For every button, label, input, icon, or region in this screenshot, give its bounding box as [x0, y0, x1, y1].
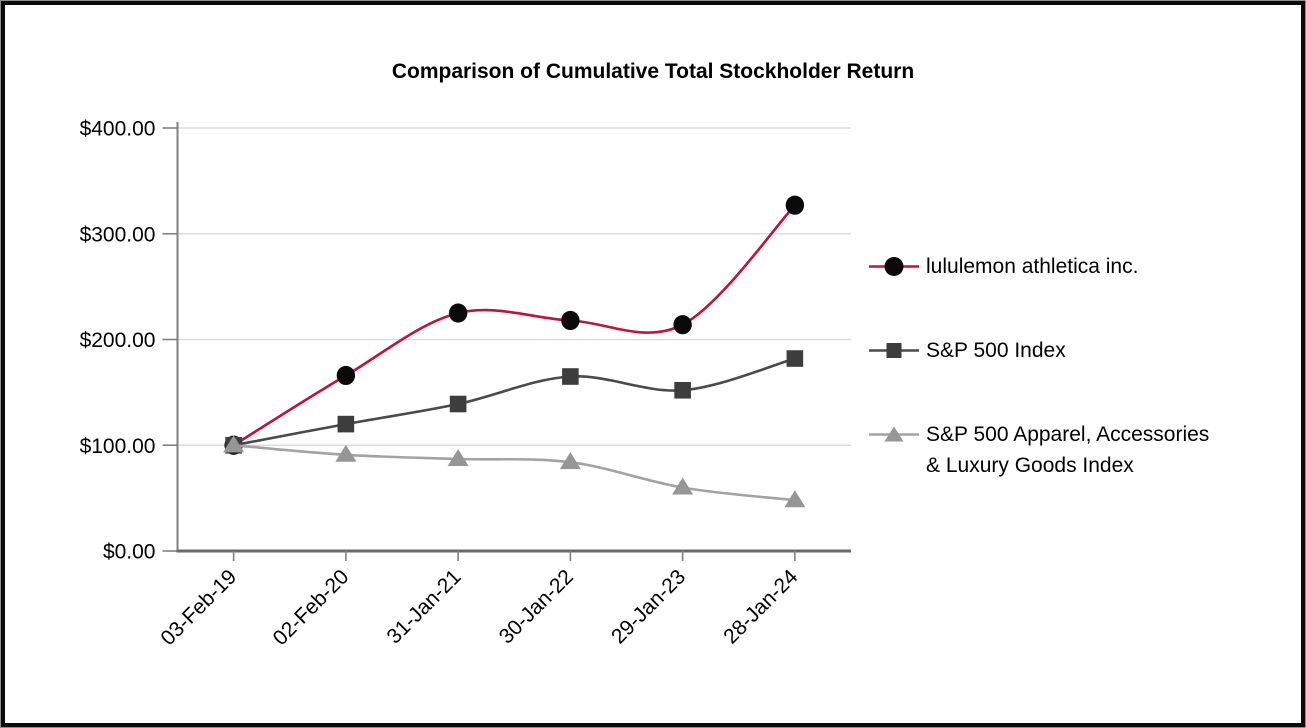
chart-title: Comparison of Cumulative Total Stockhold…: [391, 60, 915, 83]
legend-item-0: lululemon athletica inc.: [869, 251, 1209, 282]
data-point-triangle-marker-series-2: [559, 452, 581, 470]
data-point-circle-marker-series-0: [785, 195, 805, 215]
data-point-circle-marker-series-0: [561, 310, 580, 331]
x-tick-label: 28-Jan-24: [719, 565, 802, 648]
triangle-legend-marker-icon: [869, 426, 919, 442]
legend-item-2: S&P 500 Apparel, Accessories & Luxury Goo…: [869, 419, 1209, 481]
legend-label-line: & Luxury Goods Index: [926, 454, 1134, 477]
legend-item-label: S&P 500 Apparel, Accessories & Luxury Goo…: [926, 419, 1209, 481]
series-line-0: [232, 204, 796, 447]
x-tick-label: 30-Jan-22: [495, 565, 578, 648]
x-tick-label: 29-Jan-23: [607, 565, 690, 648]
series-line-1: [233, 357, 796, 447]
square-legend-marker-icon: [869, 343, 919, 358]
y-tick-label: $400.00: [80, 118, 156, 141]
legend-item-label: S&P 500 Index: [926, 335, 1066, 366]
x-tick-label: 03-Feb-19: [156, 565, 241, 650]
series-line-2: [233, 444, 796, 502]
data-point-square-marker-series-1: [449, 395, 467, 413]
data-point-square-marker-series-1: [786, 350, 804, 367]
x-tick-label: 31-Jan-21: [383, 565, 466, 648]
legend-label-line: S&P 500 Index: [926, 339, 1066, 362]
data-point-triangle-marker-series-2: [672, 477, 694, 495]
data-point-triangle-marker-series-2: [335, 444, 357, 462]
data-point-circle-marker-series-0: [448, 303, 468, 323]
data-point-square-marker-series-1: [562, 368, 579, 385]
data-point-triangle-marker-series-2: [447, 448, 469, 466]
y-tick-label: $200.00: [80, 329, 156, 352]
legend-label-line: lululemon athletica inc.: [926, 255, 1139, 278]
legend-item-label: lululemon athletica inc.: [926, 251, 1138, 282]
circle-legend-marker-icon: [869, 257, 919, 276]
data-point-triangle-marker-series-2: [784, 490, 806, 508]
legend-item-1: S&P 500 Index: [869, 335, 1209, 366]
data-point-triangle-marker-series-2: [223, 435, 245, 453]
data-point-square-marker-series-1: [337, 415, 355, 433]
data-point-circle-marker-series-0: [673, 315, 692, 335]
legend: lululemon athletica inc. S&P 500 Index S&P…: [869, 251, 1209, 481]
x-tick-label: 02-Feb-20: [269, 565, 354, 650]
y-tick-label: $100.00: [80, 435, 156, 458]
y-tick-label: $0.00: [103, 541, 156, 564]
y-tick-label: $300.00: [80, 223, 156, 246]
legend-label-line: S&P 500 Apparel, Accessories: [926, 423, 1210, 446]
data-point-circle-marker-series-0: [336, 365, 356, 386]
data-point-square-marker-series-1: [674, 381, 691, 399]
